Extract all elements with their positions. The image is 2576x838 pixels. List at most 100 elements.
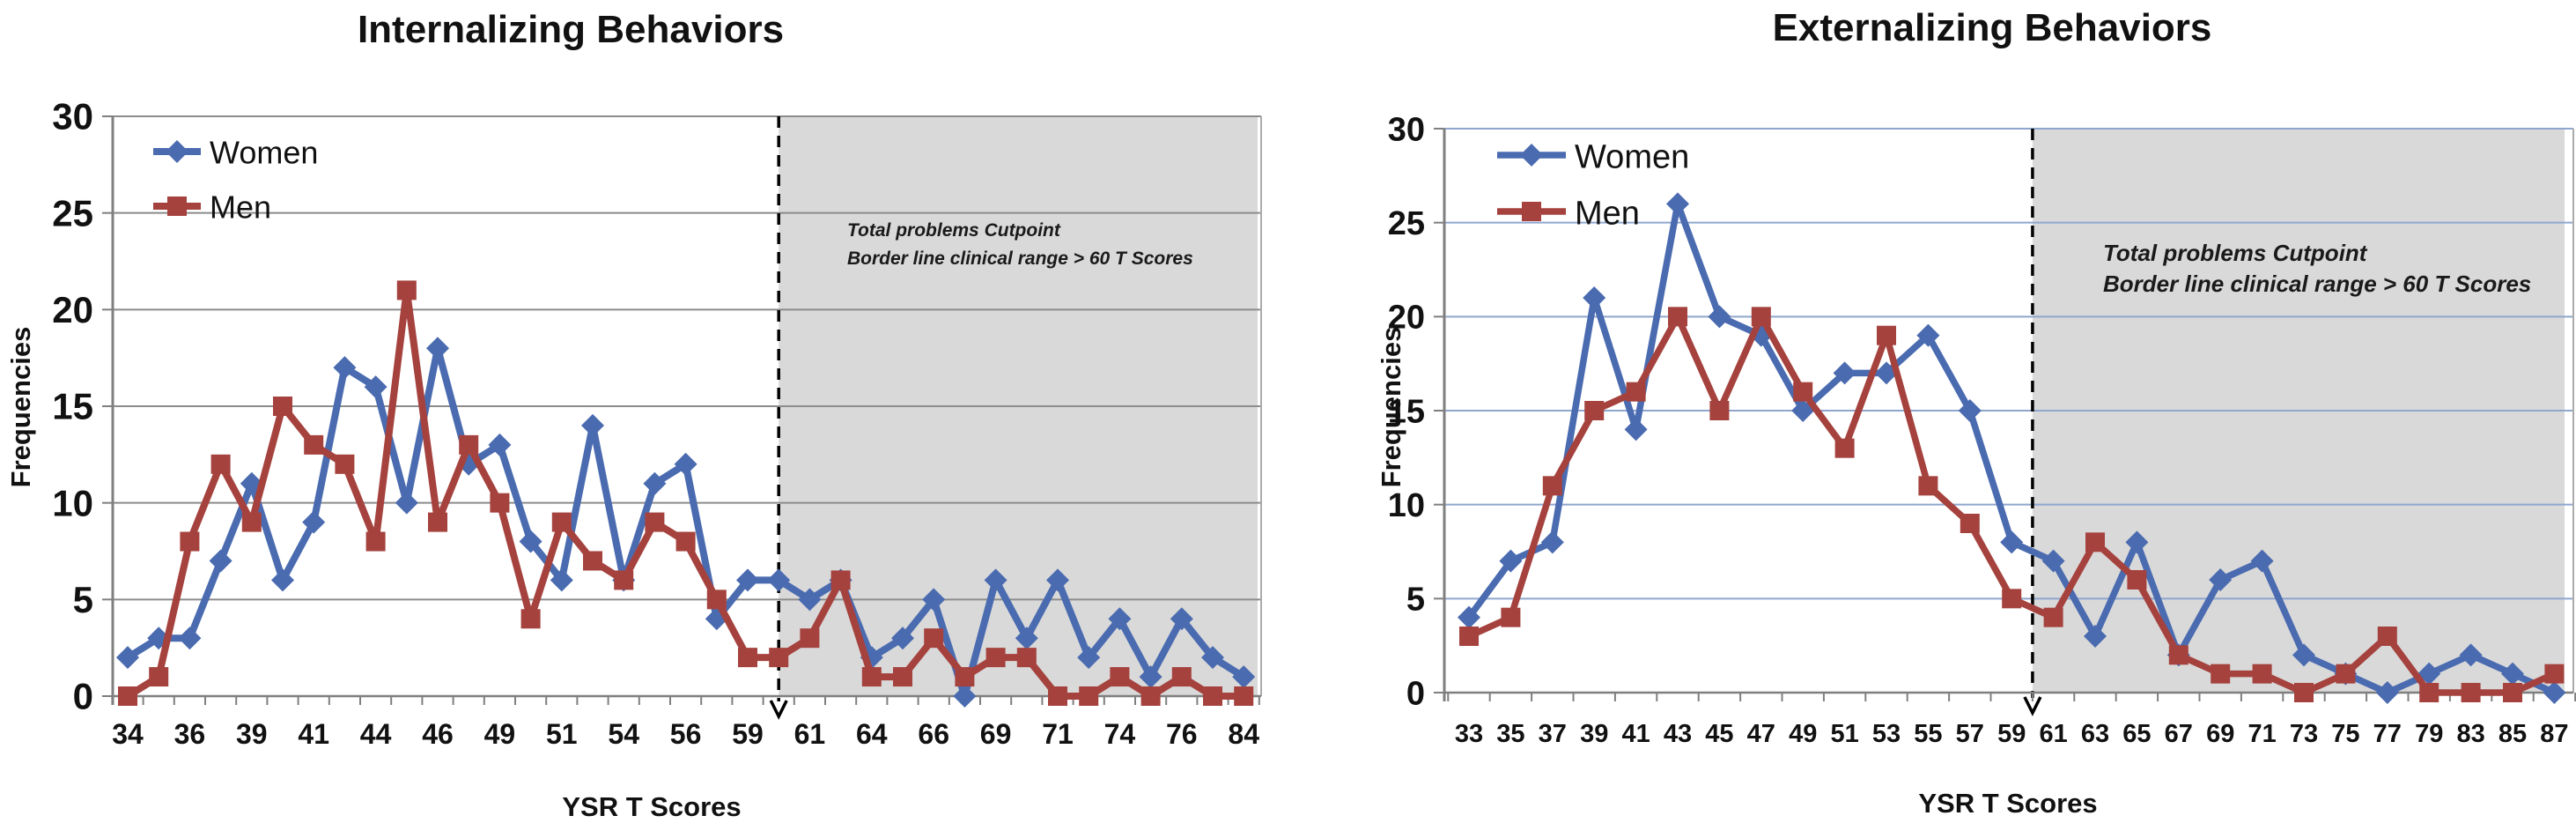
data-point-men [1140,686,1161,706]
data-point-men [365,531,386,552]
data-point-women [953,685,977,708]
data-point-women [736,568,759,592]
x-tick-label: 63 [2081,720,2109,748]
data-point-women [1108,607,1132,631]
data-point-women [2000,530,2024,554]
data-point-women [1139,665,1163,689]
data-point-men [2503,683,2522,702]
data-point-women [395,491,418,515]
data-point-men [955,667,975,687]
x-tick-label: 47 [1747,720,1775,748]
data-point-women [2125,530,2149,554]
data-point-men [2127,570,2147,590]
externalizing-x-axis-title: YSR T Scores [1918,788,2097,819]
data-point-men [396,280,417,300]
legend-diamond-icon [1520,144,1543,167]
externalizing-cutpoint-annotation-line1: Total problems Cutpoint [2103,240,2368,266]
x-tick-label: 56 [670,718,702,750]
data-point-women [581,413,604,437]
data-point-women [1232,665,1256,689]
x-tick-label: 57 [1956,720,1984,748]
x-tick-label: 71 [1042,718,1074,750]
x-tick-label: 41 [298,718,329,750]
x-tick-label: 79 [2415,720,2443,748]
y-tick-label: 20 [1388,300,1425,337]
data-point-women [1201,646,1224,670]
x-tick-label: 69 [980,718,1012,750]
x-tick-label: 71 [2248,720,2276,748]
data-point-women [1833,361,1856,385]
internalizing-cutpoint-annotation-line2: Border line clinical range > 60 T Scores [847,248,1193,269]
data-point-women [2375,681,2399,704]
y-tick-label: 25 [52,192,93,234]
data-point-men [210,454,231,474]
data-point-men [2377,627,2397,646]
data-point-women [1583,286,1606,309]
internalizing-plot: 0 5 10 15 20 25 30 34 36 39 41 44 46 49 51 54 56 59 61 64 66… [52,96,1262,750]
data-point-women [2084,625,2107,648]
data-point-men [1501,607,1521,627]
x-tick-label: 75 [2331,720,2359,748]
y-tick-label: 15 [1388,393,1425,430]
data-point-men [2002,589,2022,609]
y-tick-label: 0 [73,676,93,717]
externalizing-plot: 0 5 10 15 20 25 30 33 35 37 39 41 43 45 47 49 51 53 55 57 59… [1388,111,2576,748]
x-tick-label: 64 [856,718,888,750]
x-tick-label: 59 [732,718,764,750]
externalizing-y-axis-title: Frequencies [1376,327,1406,488]
data-point-women [2209,568,2233,591]
x-tick-label: 34 [112,718,144,750]
x-tick-label: 53 [1872,720,1901,748]
data-point-women [1077,646,1101,670]
y-tick-label: 30 [52,96,93,137]
data-point-men [2168,645,2188,665]
x-tick-label: 77 [2373,720,2402,748]
data-point-women [2459,643,2483,667]
data-point-men [2211,664,2231,684]
data-point-women [1666,192,1689,216]
data-point-men [2419,683,2439,702]
data-point-men [769,648,789,668]
data-point-men [1110,667,1130,687]
data-point-women [1458,605,1480,629]
legend-label-men: Men [210,189,271,226]
data-point-men [2252,664,2272,684]
data-point-men [861,667,882,687]
data-point-men [428,512,447,532]
internalizing-y-axis-title: Frequencies [5,327,36,488]
data-point-men [675,531,696,552]
data-point-women [1958,399,1982,422]
data-point-men [1234,686,1254,706]
y-tick-label: 15 [52,386,93,427]
data-point-men [800,628,820,649]
x-tick-label: 45 [1705,720,1733,748]
x-tick-label: 49 [484,718,516,750]
data-point-women [333,356,357,380]
x-tick-label: 43 [1664,720,1692,748]
internalizing-cutpoint-annotation-line1: Total problems Cutpoint [847,220,1061,241]
data-point-men [738,648,757,668]
data-point-men [706,590,727,610]
data-point-women [643,471,667,495]
legend-square-icon [167,197,187,216]
data-point-women [178,627,202,650]
data-point-women [1708,305,1731,329]
data-point-women [2501,662,2524,686]
x-tick-label: 35 [1496,720,1524,748]
data-point-men [335,454,355,474]
data-point-men [459,434,479,455]
data-point-men [1751,307,1771,327]
x-tick-label: 87 [2540,720,2568,748]
data-point-women [1046,568,1069,592]
data-point-women [550,568,573,592]
x-tick-label: 39 [1580,720,1608,748]
data-point-men [2085,532,2105,552]
data-point-men [1542,476,1562,496]
data-point-women [364,375,388,399]
data-point-men [273,397,292,416]
y-tick-label: 20 [52,289,93,330]
data-point-men [1584,401,1605,420]
data-point-men [1048,686,1067,706]
y-tick-label: 10 [52,482,93,523]
data-point-men [2294,683,2314,702]
